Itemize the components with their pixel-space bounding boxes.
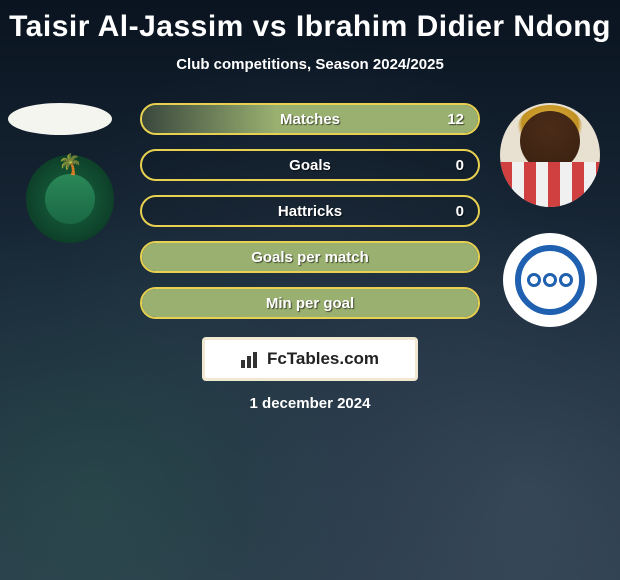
club-logo-right xyxy=(503,233,597,327)
page-subtitle: Club competitions, Season 2024/2025 xyxy=(176,56,444,73)
page-title: Taisir Al-Jassim vs Ibrahim Didier Ndong xyxy=(9,10,611,44)
stat-bar: Goals per match xyxy=(140,241,480,273)
player-photo-right xyxy=(500,103,600,207)
brand-badge[interactable]: FcTables.com xyxy=(202,337,418,381)
stat-bar-label: Goals per match xyxy=(251,249,369,266)
comparison-card: Taisir Al-Jassim vs Ibrahim Didier Ndong… xyxy=(0,0,620,580)
stat-bar: Min per goal xyxy=(140,287,480,319)
stat-bars: Matches 12 Goals 0 Hattricks 0 Goals per match… xyxy=(140,103,480,319)
stat-bar-value-right: 12 xyxy=(447,111,464,128)
stat-bar-label: Matches xyxy=(280,111,340,128)
stat-bar-label: Goals xyxy=(289,157,331,174)
date-label: 1 december 2024 xyxy=(250,395,371,412)
club-rings-icon xyxy=(527,273,573,287)
stat-bar-label: Hattricks xyxy=(278,203,342,220)
stat-bar-value-right: 0 xyxy=(456,157,464,174)
stat-bar: Hattricks 0 xyxy=(140,195,480,227)
club-crest-left-icon xyxy=(45,174,95,224)
player-photo-left xyxy=(8,103,112,135)
stats-area: Matches 12 Goals 0 Hattricks 0 Goals per match… xyxy=(0,103,620,319)
stat-bar-label: Min per goal xyxy=(266,295,354,312)
club-crest-right-icon xyxy=(515,245,585,315)
stat-bar-value-right: 0 xyxy=(456,203,464,220)
stat-bar: Matches 12 xyxy=(140,103,480,135)
stat-bar: Goals 0 xyxy=(140,149,480,181)
bar-chart-icon xyxy=(241,350,261,368)
player-face-icon xyxy=(500,103,600,207)
brand-text: FcTables.com xyxy=(267,349,379,369)
club-logo-left xyxy=(26,155,114,243)
